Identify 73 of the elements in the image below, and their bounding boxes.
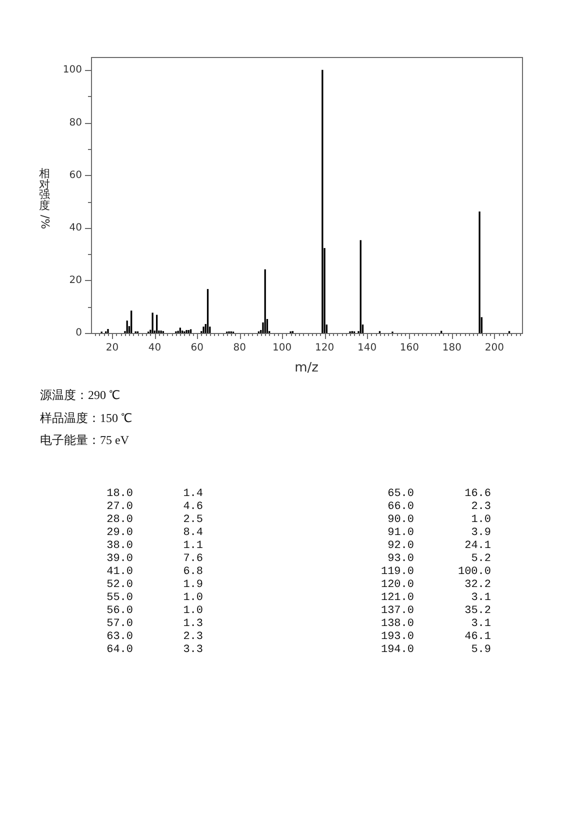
text: 电子能量：75 eV <box>40 432 129 449</box>
text: 121.0 <box>380 592 414 604</box>
text: 8.4 <box>182 527 203 539</box>
text: 28.0 <box>106 514 133 526</box>
text: 57.0 <box>106 618 133 630</box>
text: 3.9 <box>470 527 491 539</box>
x-tick-label: 40 <box>148 342 162 354</box>
text: 90.0 <box>386 514 414 526</box>
y-tick-label: 80 <box>69 117 82 128</box>
y-tick-label: 60 <box>69 170 82 181</box>
x-tick-label: 140 <box>357 342 377 354</box>
y-axis-title: 相对强度/% <box>37 167 52 230</box>
text: 6.8 <box>182 566 203 578</box>
text: 1.0 <box>470 514 491 526</box>
text: 194.0 <box>380 644 414 656</box>
text: 38.0 <box>106 540 133 552</box>
x-tick-label: 60 <box>190 342 204 354</box>
text: 100.0 <box>456 566 491 578</box>
x-tick-label: 200 <box>484 342 504 354</box>
x-tick-label: 160 <box>400 342 420 354</box>
text: 4.6 <box>182 501 203 513</box>
text: 39.0 <box>106 553 133 565</box>
y-tick-label: 0 <box>76 328 82 339</box>
text: 源温度：290 ℃ <box>40 387 120 404</box>
text: 119.0 <box>380 566 414 578</box>
text: 样品温度：150 ℃ <box>40 410 132 426</box>
text: 193.0 <box>380 631 414 643</box>
text: 120.0 <box>380 579 414 591</box>
text: 35.2 <box>464 605 491 617</box>
x-axis-title: m/z <box>294 360 319 376</box>
text: 63.0 <box>106 631 133 643</box>
text: 55.0 <box>106 592 133 604</box>
text: 1.3 <box>182 618 203 630</box>
text: 3.1 <box>470 592 491 604</box>
y-tick-label: 20 <box>69 275 82 286</box>
text: 1.0 <box>182 605 203 617</box>
text: 52.0 <box>106 579 133 591</box>
text: 64.0 <box>106 644 133 656</box>
text: 1.0 <box>182 592 203 604</box>
text: 1.1 <box>182 540 203 552</box>
text: 18.0 <box>106 488 133 500</box>
x-tick-label: 100 <box>272 342 292 354</box>
text: 41.0 <box>106 566 133 578</box>
text: 2.3 <box>470 501 491 513</box>
text: 5.2 <box>470 553 491 565</box>
text: 1.4 <box>182 488 203 500</box>
x-tick-label: 80 <box>233 342 246 354</box>
text: 92.0 <box>386 540 414 552</box>
text: 32.2 <box>464 579 491 591</box>
y-tick-label: 100 <box>62 64 82 76</box>
text: 65.0 <box>386 488 414 500</box>
text: 27.0 <box>106 501 133 513</box>
text: 138.0 <box>380 618 414 630</box>
text: 56.0 <box>106 605 133 617</box>
text: 66.0 <box>386 501 414 513</box>
text: 3.3 <box>182 644 203 656</box>
text: 29.0 <box>106 527 133 539</box>
text: 137.0 <box>380 605 414 617</box>
text: 2.3 <box>182 631 203 643</box>
text: 91.0 <box>386 527 414 539</box>
text: 7.6 <box>182 553 203 565</box>
text: 5.9 <box>470 644 491 656</box>
y-tick-label: 40 <box>69 222 82 234</box>
x-tick-label: 20 <box>106 342 119 354</box>
x-tick-label: 180 <box>442 342 462 354</box>
text: 2.5 <box>182 514 203 526</box>
text: 1.9 <box>182 579 203 591</box>
text: 16.6 <box>464 488 491 500</box>
text: 24.1 <box>464 540 491 552</box>
text: 3.1 <box>470 618 491 630</box>
text: 93.0 <box>386 553 414 565</box>
x-tick-label: 120 <box>315 342 334 354</box>
text: 46.1 <box>464 631 491 643</box>
